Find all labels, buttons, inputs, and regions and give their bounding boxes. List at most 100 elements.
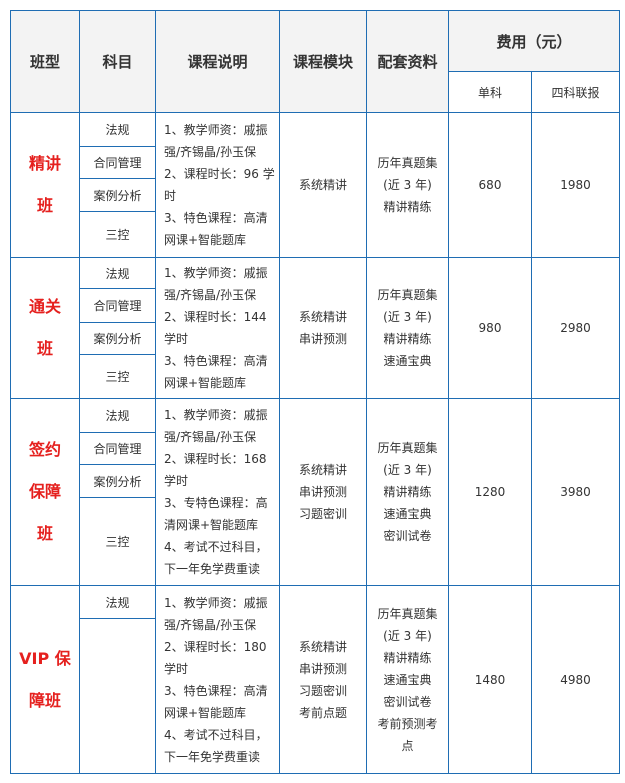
table-row: 案例分析 xyxy=(11,322,620,355)
description-line: 强/齐锡晶/孙玉保 xyxy=(164,430,257,444)
materials-cell: 历年真题集 (近 3 年) 精讲精练 速通宝典 密训试卷 xyxy=(366,398,449,586)
materials-line: 点 xyxy=(401,738,414,753)
subject-cell: 三控 xyxy=(79,211,156,258)
description-line: 3、特色课程：高清 xyxy=(164,354,268,368)
materials-line: 密训试卷 xyxy=(383,529,432,543)
materials-line: 历年真题集 xyxy=(377,606,438,621)
class-name-line: VIP 保 xyxy=(19,648,71,668)
class-name-line: 精讲 xyxy=(28,154,61,173)
subject-cell xyxy=(79,618,156,774)
table-row: 合同管理 xyxy=(11,432,620,465)
class-name-line: 班 xyxy=(36,196,53,215)
class-name-line: 班 xyxy=(36,339,53,358)
header-materials: 配套资料 xyxy=(366,10,449,113)
subject-cell: 法规 xyxy=(79,585,156,619)
materials-line: 精讲精练 xyxy=(383,332,432,346)
subject-cell: 法规 xyxy=(79,398,156,433)
description-line: 2、课程时长：96 学 xyxy=(164,167,275,181)
materials-cell: 历年真题集 (近 3 年) 精讲精练 速通宝典 密训试卷 考前预测考点 xyxy=(366,585,449,774)
subject-cell: 合同管理 xyxy=(79,432,156,465)
materials-cell: 历年真题集 (近 3 年) 精讲精练 速通宝典 xyxy=(366,257,449,399)
materials-line: 速通宝典 xyxy=(383,507,432,521)
combo-fee-cell: 1980 xyxy=(530,112,621,258)
class-name-cell: 签约 保障班 xyxy=(10,398,80,586)
subject-cell: 法规 xyxy=(79,112,156,147)
module-line: 考前点题 xyxy=(298,705,347,720)
combo-fee-cell: 2980 xyxy=(530,257,621,399)
class-name-cell: 精讲班 xyxy=(10,112,80,258)
header-subject: 科目 xyxy=(79,10,156,113)
header-single-fee: 单科 xyxy=(448,71,532,113)
subject-cell: 案例分析 xyxy=(79,322,156,355)
description-line: 3、特色课程：高清 xyxy=(164,683,268,698)
module-cell: 系统精讲 xyxy=(279,112,367,258)
class-name-cell: 通关班 xyxy=(10,257,80,399)
materials-line: 精讲精练 xyxy=(383,200,432,214)
combo-fee-cell: 3980 xyxy=(530,398,621,586)
materials-line: 速通宝典 xyxy=(383,672,432,687)
module-line: 习题密训 xyxy=(298,507,347,521)
header-combo-fee: 四科联报 xyxy=(530,71,621,113)
table-row: VIP 保障班 法规 1、教学师资：戚振 强/齐锡晶/孙玉保 2、课程时长：180 学时 … xyxy=(10,585,621,774)
materials-line: (近 3 年) xyxy=(383,628,432,643)
table-row: 签约 保障班法规 1、教学师资：戚振 强/齐锡晶/孙玉保 2、课程时长：168 学时 3、… xyxy=(10,398,621,586)
table-row: 三控 xyxy=(11,354,620,399)
materials-line: 精讲精练 xyxy=(383,650,432,665)
table-row xyxy=(11,618,620,774)
class-name-line: 班 xyxy=(36,524,53,543)
description-line: 1、教学师资：戚振 xyxy=(164,266,268,280)
description-line: 强/齐锡晶/孙玉保 xyxy=(164,617,257,632)
header-description: 课程说明 xyxy=(155,10,280,113)
description-line: 3、专特色课程：高 xyxy=(164,496,268,510)
single-fee-cell: 680 xyxy=(448,112,532,258)
module-line: 系统精讲 xyxy=(298,463,347,477)
single-fee-cell: 980 xyxy=(448,257,532,399)
description-line: 学时 xyxy=(164,661,189,676)
course-price-table: 班型 科目 课程说明 课程模块 配套资料 费用（元） 单科 四科联报 精讲班法规… xyxy=(10,10,621,774)
module-line: 系统精讲 xyxy=(298,310,347,324)
subject-cell: 三控 xyxy=(79,354,156,399)
combo-fee-cell: 4980 xyxy=(530,585,621,774)
description-line: 网课+智能题库 xyxy=(164,376,247,390)
description-line: 4、考试不过科目， xyxy=(164,540,268,554)
module-cell: 系统精讲 串讲预测 xyxy=(279,257,367,399)
description-line: 2、课程时长：180 xyxy=(164,639,267,654)
materials-line: 密训试卷 xyxy=(383,694,432,709)
description-line: 1、教学师资：戚振 xyxy=(164,408,268,422)
materials-line: 精讲精练 xyxy=(383,485,432,499)
description-line: 下一年免学费重读 xyxy=(164,562,261,576)
description-line: 学时 xyxy=(164,474,189,488)
table-row: 合同管理 xyxy=(11,288,620,323)
description-cell: 1、教学师资：戚振 强/齐锡晶/孙玉保 2、课程时长：96 学时 3、特色课程：高清网… xyxy=(155,112,280,258)
subject-cell: 案例分析 xyxy=(79,178,156,212)
description-cell: 1、教学师资：戚振 强/齐锡晶/孙玉保 2、课程时长：180 学时 3、特色课程：高清… xyxy=(155,585,280,774)
single-fee-cell: 1480 xyxy=(448,585,532,774)
description-line: 2、课程时长：144 xyxy=(164,310,267,324)
module-line: 系统精讲 xyxy=(298,639,347,654)
table-row: 精讲班法规 1、教学师资：戚振 强/齐锡晶/孙玉保 2、课程时长：96 学时 3、特色课… xyxy=(10,112,621,258)
materials-cell: 历年真题集 (近 3 年) 精讲精练 xyxy=(366,112,449,258)
description-line: 1、教学师资：戚振 xyxy=(164,595,268,610)
description-cell: 1、教学师资：戚振 强/齐锡晶/孙玉保 2、课程时长：144 学时 3、特色课程：高清… xyxy=(155,257,280,399)
header-module: 课程模块 xyxy=(279,10,367,113)
description-line: 强/齐锡晶/孙玉保 xyxy=(164,145,257,159)
header-fee: 费用（元） xyxy=(447,10,621,72)
description-line: 3、特色课程：高清 xyxy=(164,211,268,225)
materials-line: (近 3 年) xyxy=(383,178,432,192)
table-row: 合同管理 xyxy=(11,146,620,179)
class-name-line: 签约 xyxy=(28,440,61,459)
module-cell: 系统精讲 串讲预测 习题密训 考前点题 xyxy=(279,585,367,774)
module-cell: 系统精讲串讲预测习题密训 xyxy=(279,398,367,586)
class-name-line: 保障 xyxy=(28,482,61,501)
materials-line: (近 3 年) xyxy=(383,463,432,477)
materials-line: 历年真题集 xyxy=(377,288,438,302)
description-line: 下一年免学费重读 xyxy=(164,749,261,764)
description-line: 强/齐锡晶/孙玉保 xyxy=(164,288,257,302)
description-line: 网课+智能题库 xyxy=(164,233,247,247)
description-line: 学时 xyxy=(164,332,189,346)
module-line: 系统精讲 xyxy=(298,178,347,192)
module-line: 串讲预测 xyxy=(298,332,347,346)
module-line: 串讲预测 xyxy=(298,485,347,499)
description-line: 时 xyxy=(164,189,177,203)
materials-line: 历年真题集 xyxy=(377,156,438,170)
